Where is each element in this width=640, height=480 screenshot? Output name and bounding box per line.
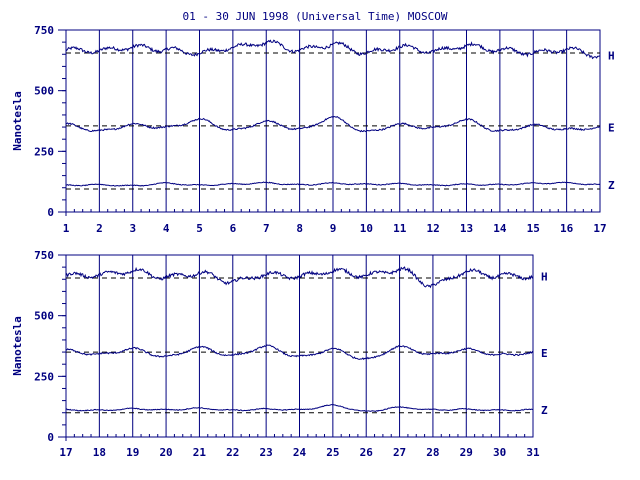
x-tick-label: 17	[593, 222, 606, 235]
y-axis-label: Nanotesla	[11, 316, 24, 376]
series-line-Z	[65, 404, 534, 412]
series-line-E	[65, 115, 601, 133]
series-line-Z	[65, 181, 601, 187]
y-tick-label: 0	[47, 431, 54, 444]
chart-title: 01 - 30 JUN 1998 (Universal Time) MOSCOW	[183, 10, 448, 23]
series-label-Z: Z	[608, 179, 615, 192]
panels: 1 2 3 4 5 6 7 8 9 10 11 12 13 14 15 16 170250500750Nanot…	[11, 24, 615, 459]
x-tick-label: 3	[129, 222, 136, 235]
x-tick-label: 11	[393, 222, 407, 235]
x-tick-label: 12	[427, 222, 440, 235]
x-tick-label: 6	[230, 222, 237, 235]
y-tick-label: 250	[34, 145, 54, 158]
panel-bottom: 17 18 19 20 21 22 23 24 25 26 27 28 29 30 31 0 250 500 750…	[11, 249, 548, 459]
x-tick-label: 22	[226, 446, 239, 459]
y-tick-label: 250	[34, 370, 54, 383]
y-tick-label: 500	[34, 85, 54, 98]
x-tick-label: 26	[360, 446, 374, 459]
x-tick-label: 23	[260, 446, 273, 459]
y-axis-label: Nanotesla	[11, 91, 24, 151]
series-label-H: H	[608, 49, 615, 62]
x-tick-label: 4	[163, 222, 170, 235]
x-tick-label: 10	[360, 222, 373, 235]
series-line-H	[65, 39, 601, 60]
series-label-H: H	[541, 270, 548, 283]
panel-top: 1 2 3 4 5 6 7 8 9 10 11 12 13 14 15 16 170250500750Nanot…	[11, 24, 615, 235]
x-tick-label: 29	[460, 446, 473, 459]
series-label-E: E	[541, 347, 548, 360]
x-tick-label: 27	[393, 446, 406, 459]
x-tick-label: 19	[126, 446, 139, 459]
x-tick-label: 1	[63, 222, 70, 235]
x-tick-label: 14	[493, 222, 507, 235]
y-tick-label: 500	[34, 310, 54, 323]
x-tick-label: 25	[326, 446, 339, 459]
x-tick-label: 28	[426, 446, 439, 459]
x-tick-label: 5	[196, 222, 203, 235]
series-line-E	[65, 344, 534, 361]
x-tick-label: 17	[59, 446, 72, 459]
x-tick-label: 30	[493, 446, 506, 459]
y-tick-label: 0	[47, 206, 54, 219]
y-tick-label: 750	[34, 249, 54, 262]
x-tick-label: 18	[93, 446, 106, 459]
series-line-H	[65, 266, 534, 289]
x-tick-label: 15	[527, 222, 540, 235]
x-tick-label: 16	[560, 222, 574, 235]
series-label-Z: Z	[541, 404, 548, 417]
x-tick-label: 13	[460, 222, 473, 235]
x-tick-label: 24	[293, 446, 307, 459]
x-tick-label: 7	[263, 222, 270, 235]
x-tick-label: 2	[96, 222, 103, 235]
x-tick-label: 21	[193, 446, 207, 459]
series-label-E: E	[608, 122, 615, 135]
y-tick-label: 750	[34, 24, 54, 37]
x-tick-label: 9	[330, 222, 337, 235]
x-tick-label: 8	[296, 222, 303, 235]
x-tick-label: 20	[159, 446, 172, 459]
x-tick-label: 31	[526, 446, 540, 459]
